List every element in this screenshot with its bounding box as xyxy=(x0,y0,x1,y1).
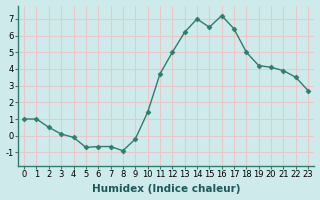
X-axis label: Humidex (Indice chaleur): Humidex (Indice chaleur) xyxy=(92,184,240,194)
